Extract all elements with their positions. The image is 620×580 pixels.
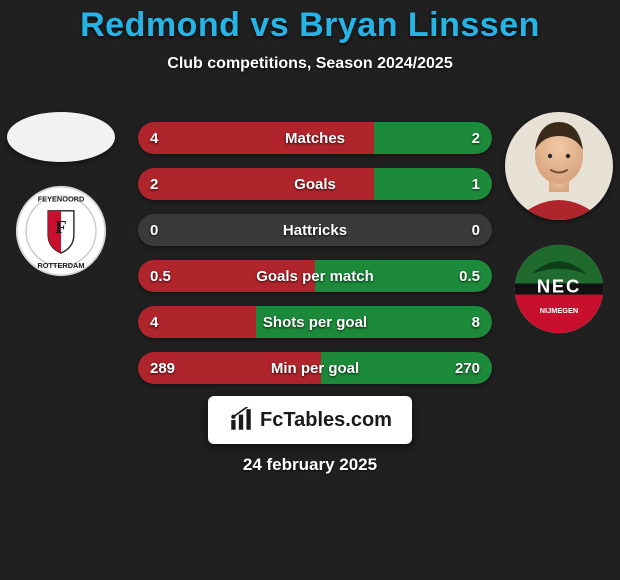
feyenoord-crest-icon: FEYENOORD ROTTERDAM F xyxy=(15,185,107,277)
stat-label: Shots per goal xyxy=(138,306,492,338)
left-player-avatar-placeholder xyxy=(7,112,115,162)
nec-crest-icon: NEC NIJMEGEN xyxy=(513,243,605,335)
stat-right-value: 0 xyxy=(460,214,492,246)
stats-rows: 4Matches22Goals10Hattricks00.5Goals per … xyxy=(138,122,492,398)
fctables-watermark: FcTables.com xyxy=(208,396,412,444)
right-player-avatar xyxy=(505,112,613,220)
stat-label: Goals xyxy=(138,168,492,200)
svg-text:FEYENOORD: FEYENOORD xyxy=(38,195,85,204)
stat-right-value: 2 xyxy=(460,122,492,154)
stat-right-value: 1 xyxy=(460,168,492,200)
stat-row: 0.5Goals per match0.5 xyxy=(138,260,492,292)
stat-row: 2Goals1 xyxy=(138,168,492,200)
comparison-date: 24 february 2025 xyxy=(0,455,620,475)
stat-row: 289Min per goal270 xyxy=(138,352,492,384)
right-club-badge: NEC NIJMEGEN xyxy=(509,246,609,332)
stat-label: Hattricks xyxy=(138,214,492,246)
fctables-text: FcTables.com xyxy=(260,409,392,432)
stat-label: Min per goal xyxy=(138,352,492,384)
comparison-title: Redmond vs Bryan Linssen xyxy=(0,0,620,45)
stat-row: 0Hattricks0 xyxy=(138,214,492,246)
stat-right-value: 0.5 xyxy=(447,260,492,292)
svg-text:NIJMEGEN: NIJMEGEN xyxy=(540,306,578,315)
stat-right-value: 270 xyxy=(443,352,492,384)
stat-row: 4Matches2 xyxy=(138,122,492,154)
stat-label: Matches xyxy=(138,122,492,154)
svg-text:NEC: NEC xyxy=(537,276,581,297)
left-club-badge: FEYENOORD ROTTERDAM F xyxy=(11,188,111,274)
stat-row: 4Shots per goal8 xyxy=(138,306,492,338)
subtitle: Club competitions, Season 2024/2025 xyxy=(0,55,620,73)
fctables-logo-icon xyxy=(228,407,254,433)
left-player-column: FEYENOORD ROTTERDAM F xyxy=(6,112,116,274)
svg-text:ROTTERDAM: ROTTERDAM xyxy=(37,261,84,270)
right-player-column: NEC NIJMEGEN xyxy=(504,112,614,332)
player-photo-icon xyxy=(505,112,613,220)
stat-right-value: 8 xyxy=(460,306,492,338)
stat-label: Goals per match xyxy=(138,260,492,292)
svg-text:F: F xyxy=(55,217,66,237)
